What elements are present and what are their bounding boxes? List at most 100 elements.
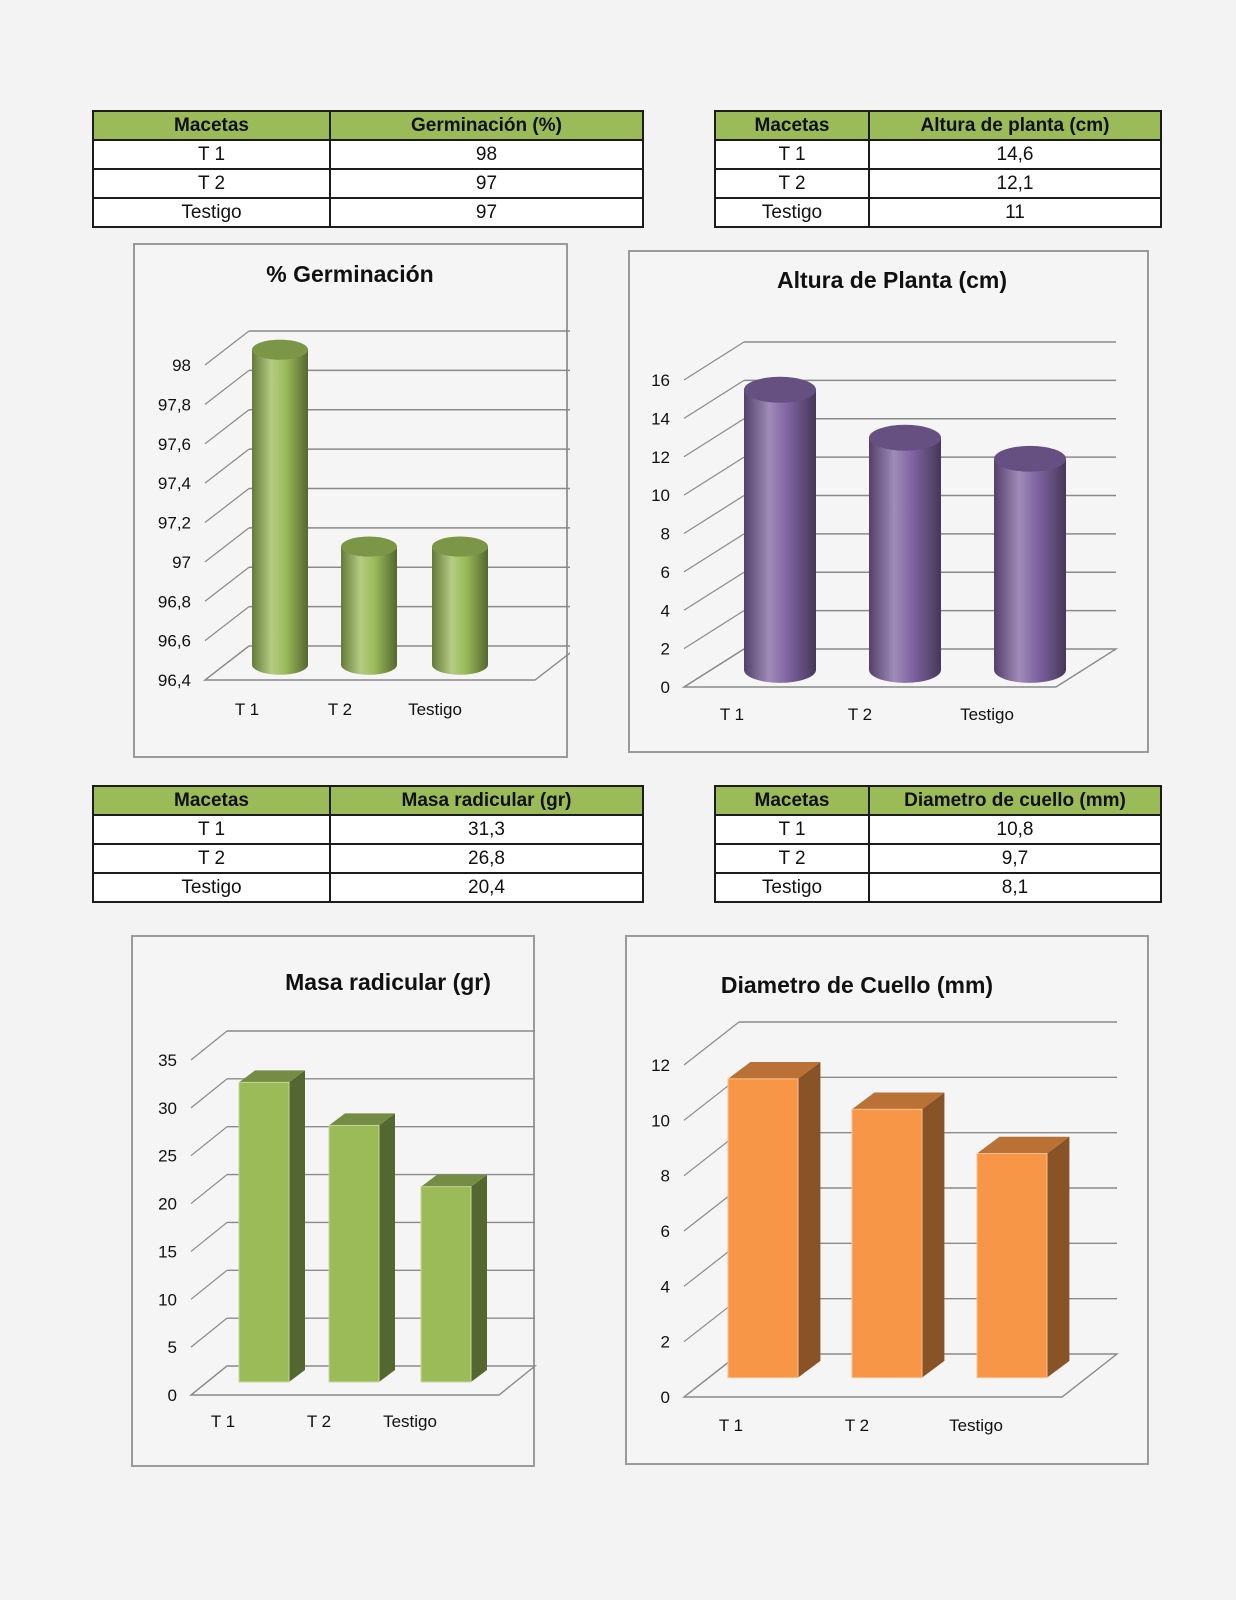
bar bbox=[420, 1186, 472, 1383]
table-row: T 1 10,8 bbox=[714, 814, 1162, 845]
side-gridline bbox=[190, 1030, 228, 1061]
bar-top bbox=[744, 376, 816, 403]
cell: T 2 bbox=[714, 843, 870, 874]
table-row: Testigo 97 bbox=[92, 197, 644, 228]
cell: 10,8 bbox=[868, 814, 1162, 845]
side-gridline bbox=[204, 488, 250, 523]
col-header: Macetas bbox=[714, 785, 870, 816]
side-gridline bbox=[683, 610, 745, 650]
table-row: Testigo 11 bbox=[714, 197, 1162, 228]
side-gridline bbox=[683, 1021, 740, 1066]
col-header: Macetas bbox=[92, 785, 331, 816]
bar-top bbox=[341, 536, 397, 557]
y-tick-label: 97,2 bbox=[158, 514, 191, 533]
bar bbox=[744, 389, 816, 683]
diametro-table: Macetas Diametro de cuello (mm) T 1 10,8 T… bbox=[714, 785, 1162, 903]
side-gridline bbox=[204, 606, 250, 642]
altura-chart: Altura de Planta (cm) 0 2 4 6 8 10 12 14 16 T 1 T 2… bbox=[628, 250, 1149, 753]
y-tick-label: 5 bbox=[168, 1338, 177, 1357]
cell: T 1 bbox=[92, 139, 331, 170]
y-tick-label: 14 bbox=[651, 409, 670, 428]
bar bbox=[238, 1081, 290, 1383]
y-tick-label: 96,4 bbox=[158, 671, 191, 690]
y-tick-label: 6 bbox=[661, 1222, 670, 1241]
table-row: T 1 98 bbox=[92, 139, 644, 170]
chart-title: Diametro de Cuello (mm) bbox=[721, 972, 993, 998]
table-row: T 2 97 bbox=[92, 168, 644, 199]
cell: 26,8 bbox=[329, 843, 644, 874]
y-tick-label: 10 bbox=[651, 486, 670, 505]
cell: Testigo bbox=[714, 197, 870, 228]
cell: T 1 bbox=[714, 814, 870, 845]
side-gridline bbox=[683, 418, 745, 458]
x-tick-label: T 2 bbox=[848, 705, 872, 724]
bar-side bbox=[289, 1070, 305, 1382]
side-gridline bbox=[683, 379, 745, 419]
y-tick-label: 97 bbox=[172, 553, 191, 572]
y-tick-label: 97,6 bbox=[158, 435, 191, 454]
bar bbox=[341, 546, 397, 675]
bar-top bbox=[994, 445, 1066, 472]
table-row: T 2 9,7 bbox=[714, 843, 1162, 874]
germinacion-chart: % Germinación 96,4 96,6 96,8 97 97,2 97,4 97,6 9… bbox=[133, 243, 570, 758]
side-gridline bbox=[190, 1317, 228, 1348]
bar-side bbox=[798, 1062, 821, 1378]
bar bbox=[851, 1108, 923, 1379]
y-tick-label: 25 bbox=[158, 1147, 177, 1166]
x-tick-label: T 2 bbox=[307, 1412, 331, 1431]
col-header: Macetas bbox=[714, 110, 870, 141]
y-tick-label: 20 bbox=[158, 1195, 177, 1214]
y-tick-label: 2 bbox=[661, 640, 670, 659]
cell: 8,1 bbox=[868, 872, 1162, 903]
masa-chart: Masa radicular (gr) 0 5 10 15 20 25 30 35 T 1 T 2 T… bbox=[131, 935, 537, 1467]
masa-chart-svg: Masa radicular (gr) 0 5 10 15 20 25 30 35 T 1 T 2 T… bbox=[158, 969, 537, 1431]
bar bbox=[994, 458, 1066, 683]
x-tick-label: Testigo bbox=[408, 700, 462, 719]
cell: 97 bbox=[329, 197, 644, 228]
side-gridline bbox=[204, 527, 250, 563]
side-gridline bbox=[190, 1269, 228, 1300]
chart-floor bbox=[189, 1365, 537, 1396]
col-header: Germinación (%) bbox=[329, 110, 644, 141]
x-tick-label: Testigo bbox=[383, 1412, 437, 1431]
side-gridline bbox=[190, 1078, 228, 1109]
cell: T 2 bbox=[92, 843, 331, 874]
y-tick-label: 97,4 bbox=[158, 474, 191, 493]
side-gridline bbox=[683, 533, 745, 573]
chart-title: % Germinación bbox=[266, 261, 433, 287]
altura-chart-svg: Altura de Planta (cm) 0 2 4 6 8 10 12 14 16 T 1 T 2… bbox=[651, 267, 1119, 724]
y-tick-label: 0 bbox=[661, 678, 670, 697]
chart-floor bbox=[202, 645, 570, 681]
side-gridline bbox=[683, 494, 745, 535]
table-row: T 2 12,1 bbox=[714, 168, 1162, 199]
bar-top bbox=[869, 424, 941, 451]
col-header: Altura de planta (cm) bbox=[868, 110, 1162, 141]
cell: T 1 bbox=[714, 139, 870, 170]
cell: T 2 bbox=[714, 168, 870, 199]
cell: 14,6 bbox=[868, 139, 1162, 170]
side-gridline bbox=[204, 448, 250, 484]
x-tick-label: T 2 bbox=[845, 1416, 869, 1435]
bar-side bbox=[1047, 1136, 1070, 1378]
y-tick-label: 12 bbox=[651, 1056, 670, 1075]
bar-top bbox=[728, 1062, 821, 1079]
table-row: Testigo 20,4 bbox=[92, 872, 644, 903]
side-gridline bbox=[683, 341, 745, 381]
side-gridline bbox=[204, 369, 250, 405]
bar-top bbox=[252, 339, 308, 360]
bar bbox=[869, 437, 941, 683]
y-tick-label: 4 bbox=[661, 1277, 670, 1296]
cell: T 1 bbox=[92, 814, 331, 845]
y-tick-label: 12 bbox=[651, 448, 670, 467]
side-gridline bbox=[190, 1126, 228, 1157]
col-header: Masa radicular (gr) bbox=[329, 785, 644, 816]
y-tick-label: 96,6 bbox=[158, 632, 191, 651]
altura-table: Macetas Altura de planta (cm) T 1 14,6 T 2… bbox=[714, 110, 1162, 228]
cell: Testigo bbox=[92, 197, 331, 228]
side-gridline bbox=[204, 409, 250, 445]
bar bbox=[976, 1153, 1048, 1379]
table-row: T 2 26,8 bbox=[92, 843, 644, 874]
x-tick-label: T 1 bbox=[719, 1416, 743, 1435]
y-tick-label: 2 bbox=[661, 1333, 670, 1352]
chart-floor bbox=[681, 648, 1119, 688]
